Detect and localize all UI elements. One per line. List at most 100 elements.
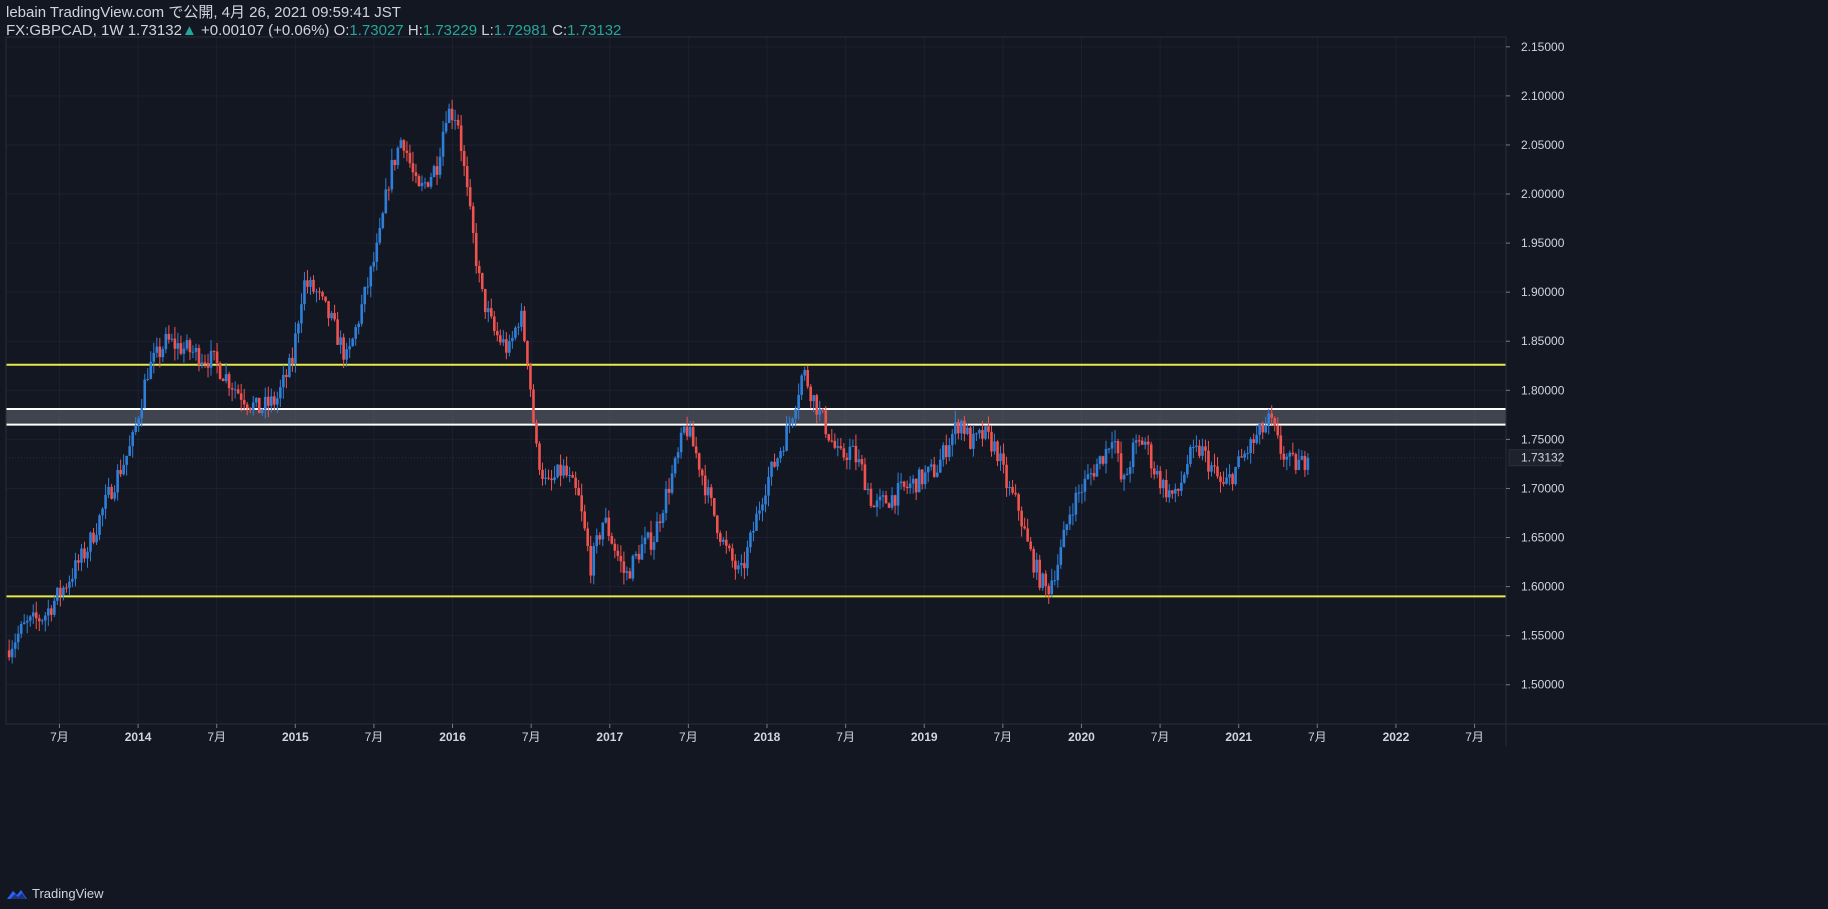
candle-body [941,445,945,460]
candle-body [1189,447,1192,465]
candle-body [1282,453,1286,460]
candle-body [396,147,400,166]
candle-body [1231,474,1234,485]
open-value: 1.73027 [349,22,404,39]
resistance-zone [6,408,1506,425]
candle-body [559,464,562,476]
candle-body [1002,453,1005,465]
candle-body [489,308,493,317]
price-tick-label: 1.65000 [1521,531,1565,545]
candle-body [827,434,831,441]
candle-body [517,326,520,328]
candle-body [731,548,734,561]
candle-body [1204,446,1207,451]
candle-body [83,548,86,559]
candle-body [1092,473,1096,477]
footer-brand[interactable]: TradingView [32,886,104,901]
candle-body [1285,456,1289,460]
candle-body [1243,453,1246,458]
candle-body [429,176,433,187]
candle-body [276,398,279,405]
candle-body [722,539,725,542]
candle-body [625,571,629,573]
candle-body [1134,440,1138,443]
candle-body [342,337,345,360]
candle-body [586,528,590,546]
price-tick-label: 1.85000 [1521,334,1565,348]
candle-body [128,446,131,456]
candle-body [857,459,861,463]
time-tick-label: 2020 [1068,730,1095,744]
candle-body [1270,413,1274,419]
candle-body [450,108,454,121]
candle-body [920,469,924,485]
candle-body [963,420,966,434]
plot-border [5,36,1507,725]
ohlc-legend: FX:GBPCAD, 1W 1.73132▲ +0.00107 (+0.06%)… [6,22,621,40]
candle-body [845,457,849,461]
candle-body [86,551,89,559]
candle-body [1044,573,1048,587]
time-axis[interactable]: 7月 2014 7月 2015 7月 2016 7月 2017 7月 2018 7月 2019 7月 20… [50,724,1484,744]
candle-body [908,483,912,489]
candle-body [511,337,514,342]
candle-body [1029,541,1032,550]
price-axis[interactable]: 2.15000 2.10000 2.05000 2.00000 1.95000 1.900… [1506,40,1565,692]
time-tick-label: 2021 [1225,730,1252,744]
candle-body [508,341,511,353]
candle-body [1252,439,1255,443]
candle-body [1020,510,1023,527]
candle-body [363,286,367,305]
candle-body [667,488,671,493]
price-tick-label: 1.50000 [1521,678,1565,692]
candle-body [372,261,376,267]
candle-body [369,266,373,287]
candle-body [1080,491,1084,493]
candle-body [1071,514,1075,516]
candle-body [782,450,785,452]
candle-body [242,399,246,405]
candle-body [791,418,794,424]
candle-body [89,532,92,552]
candle-body [480,273,484,290]
candle-body [773,461,776,467]
candle-body [227,374,231,389]
candle-body [53,600,56,615]
candle-body [556,464,559,478]
candle-body [737,565,740,570]
chart-frame [5,36,1828,746]
candle-body [31,612,35,617]
candle-body [248,408,252,410]
symbol-interval[interactable]: FX:GBPCAD, 1W [6,22,124,39]
candle-body [465,166,469,188]
candle-body [954,422,957,435]
candle-body [95,534,98,543]
candle-body [993,441,996,452]
candle-body [1062,529,1066,548]
candle-body [502,339,505,343]
candle-body [514,327,517,338]
candle-body [56,587,59,601]
candle-body [408,152,412,164]
candle-body [318,291,321,293]
candle-body [146,378,150,380]
candle-body [303,280,306,305]
candle-body [854,445,858,463]
candle-body [1180,482,1183,491]
candle-body [324,296,327,302]
candle-body [1077,492,1081,494]
price-tick-label: 1.55000 [1521,629,1565,643]
candle-body [167,333,171,340]
candle-body [438,156,442,175]
candle-body [1158,470,1162,489]
candle-body [321,292,324,297]
candle-body [62,587,65,596]
candle-body [520,310,523,327]
candle-body [1038,559,1042,588]
candle-body [1294,454,1298,470]
candle-body [929,464,933,467]
candle-body [188,340,192,353]
candle-body [746,547,749,569]
candle-body [592,546,596,576]
